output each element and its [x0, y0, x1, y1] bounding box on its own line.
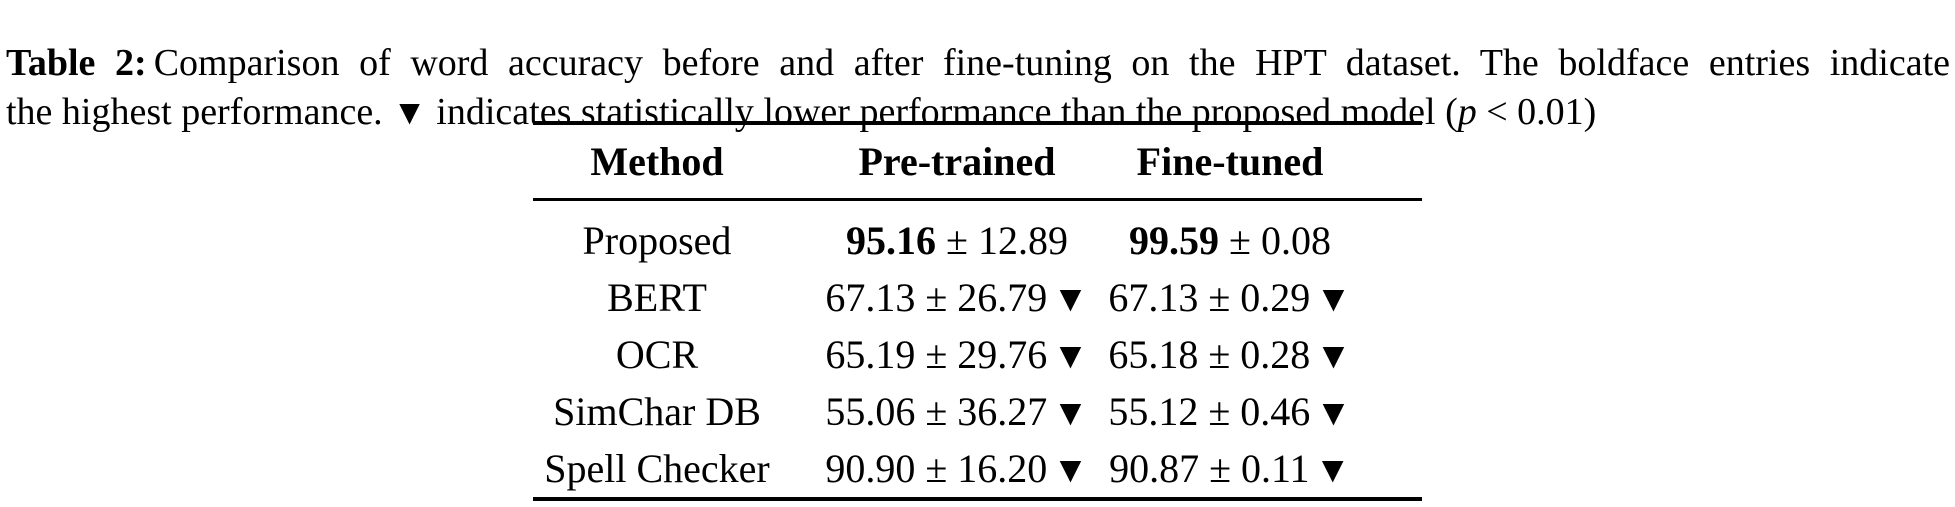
col-header-finetuned: Fine-tuned — [1136, 139, 1324, 184]
triangle-down-icon: ▼ — [1315, 278, 1352, 319]
finetuned-cell: 55.12 ± 0.46 ▼ — [1108, 383, 1422, 440]
mean-value: 65.18 — [1108, 332, 1199, 377]
std-value: 0.08 — [1260, 218, 1331, 263]
plus-minus-symbol: ± — [946, 218, 968, 263]
table-row-simchar-db: SimChar DB 55.06 ± 36.27 ▼ 55.12 ± 0.46 ▼ — [533, 383, 1422, 440]
caption-text-2c: < 0.01) — [1476, 91, 1597, 133]
std-value: 0.28 — [1240, 332, 1311, 377]
triangle-down-icon: ▼ — [1315, 335, 1352, 376]
mean-value: 90.90 — [825, 446, 916, 491]
caption-text-2a: the highest performance. — [6, 91, 383, 133]
mean-value: 55.06 — [825, 389, 916, 434]
mean-value: 90.87 — [1109, 446, 1200, 491]
finetuned-cell: 90.87 ± 0.11 ▼ — [1109, 440, 1422, 497]
mean-value: 65.19 — [825, 332, 916, 377]
plus-minus-symbol: ± — [925, 389, 948, 434]
pretrained-cell: 95.16 ± 12.89 — [781, 212, 1133, 269]
mean-value: 67.13 — [825, 275, 916, 320]
pretrained-cell: 90.90 ± 16.20 ▼ — [781, 440, 1133, 497]
col-header-method: Method — [590, 139, 724, 184]
table-caption: Table 2: Comparison of word accuracy befo… — [6, 39, 1950, 137]
caption-line-1: Table 2: Comparison of word accuracy befo… — [6, 39, 1950, 88]
std-value: 16.20 — [957, 446, 1048, 491]
method-cell: OCR — [615, 332, 699, 377]
table-row-ocr: OCR 65.19 ± 29.76 ▼ 65.18 ± 0.28 ▼ — [533, 326, 1422, 383]
plus-minus-symbol: ± — [925, 446, 948, 491]
finetuned-cell: 67.13 ± 0.29 ▼ — [1108, 269, 1422, 326]
std-value: 12.89 — [977, 218, 1068, 263]
triangle-down-icon: ▼ — [1315, 392, 1352, 433]
caption-text-1: Comparison of word accuracy before and a… — [153, 42, 1950, 84]
std-value: 26.79 — [957, 275, 1048, 320]
triangle-down-icon: ▼ — [1052, 278, 1089, 319]
plus-minus-symbol: ± — [1208, 332, 1231, 377]
table-row-proposed: Proposed 95.16 ± 12.89 99.59 ± 0.08 — [533, 212, 1422, 269]
std-value: 29.76 — [957, 332, 1048, 377]
p-value-symbol: p — [1457, 91, 1477, 133]
mean-value: 55.12 — [1108, 389, 1199, 434]
finetuned-cell: 65.18 ± 0.28 ▼ — [1108, 326, 1422, 383]
plus-minus-symbol: ± — [1229, 218, 1251, 263]
method-cell: BERT — [607, 275, 707, 320]
col-header-pretrained: Pre-trained — [858, 139, 1056, 184]
results-table: Method Pre-trained Fine-tuned Proposed 9… — [533, 121, 1422, 502]
method-cell: Proposed — [582, 218, 732, 263]
table-bottom-rule — [533, 497, 1422, 501]
plus-minus-symbol: ± — [1208, 275, 1231, 320]
triangle-down-icon: ▼ — [1314, 449, 1351, 490]
table-header-row: Method Pre-trained Fine-tuned — [533, 125, 1422, 198]
method-cell: Spell Checker — [544, 446, 770, 491]
mean-value: 95.16 — [846, 218, 937, 263]
plus-minus-symbol: ± — [925, 332, 948, 377]
pretrained-cell: 55.06 ± 36.27 ▼ — [781, 383, 1133, 440]
triangle-down-icon: ▼ — [1052, 392, 1089, 433]
caption-text-2b: indicates statistically lower performanc… — [436, 91, 1458, 133]
caption-line-2: the highest performance. ▼ indicates sta… — [6, 88, 1950, 137]
mean-value: 99.59 — [1129, 218, 1220, 263]
triangle-down-icon: ▼ — [1052, 335, 1089, 376]
triangle-down-icon: ▼ — [1052, 449, 1089, 490]
mean-value: 67.13 — [1108, 275, 1199, 320]
caption-label: Table 2: — [6, 42, 147, 84]
std-value: 0.29 — [1240, 275, 1311, 320]
table-row-spell-checker: Spell Checker 90.90 ± 16.20 ▼ 90.87 ± 0.1… — [533, 440, 1422, 497]
std-value: 0.46 — [1240, 389, 1311, 434]
pretrained-cell: 65.19 ± 29.76 ▼ — [781, 326, 1133, 383]
method-cell: SimChar DB — [553, 389, 761, 434]
plus-minus-symbol: ± — [925, 275, 948, 320]
pretrained-cell: 67.13 ± 26.79 ▼ — [781, 269, 1133, 326]
plus-minus-symbol: ± — [1208, 389, 1231, 434]
std-value: 36.27 — [957, 389, 1048, 434]
table-top-rule — [533, 121, 1422, 125]
table-mid-rule — [533, 198, 1422, 201]
std-value: 0.11 — [1241, 446, 1310, 491]
plus-minus-symbol: ± — [1209, 446, 1232, 491]
table-row-bert: BERT 67.13 ± 26.79 ▼ 67.13 ± 0.29 ▼ — [533, 269, 1422, 326]
finetuned-cell: 99.59 ± 0.08 — [1129, 212, 1422, 269]
triangle-down-icon: ▼ — [392, 93, 427, 132]
